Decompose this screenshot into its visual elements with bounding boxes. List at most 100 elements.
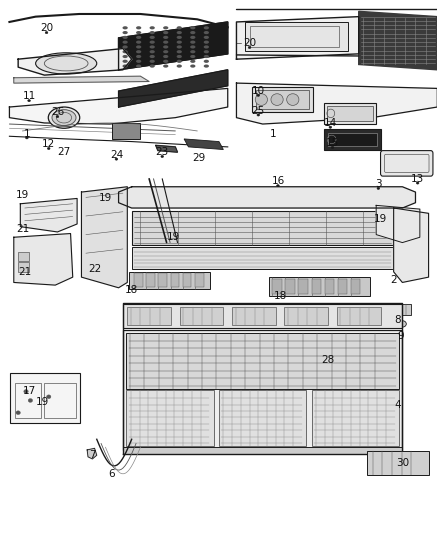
Bar: [269, 277, 370, 296]
Text: 7: 7: [89, 450, 95, 460]
Ellipse shape: [25, 137, 28, 139]
Text: 27: 27: [57, 147, 71, 157]
Bar: [180, 307, 223, 325]
Ellipse shape: [204, 55, 209, 58]
Text: 23: 23: [155, 147, 169, 157]
Bar: [351, 279, 360, 294]
Polygon shape: [81, 187, 127, 288]
Ellipse shape: [177, 36, 182, 39]
Ellipse shape: [255, 94, 268, 106]
Bar: [250, 26, 339, 47]
Text: 12: 12: [42, 139, 55, 149]
Ellipse shape: [115, 158, 118, 160]
Bar: [285, 307, 328, 325]
Ellipse shape: [329, 126, 332, 128]
Text: 18: 18: [273, 290, 287, 301]
Ellipse shape: [136, 64, 141, 68]
Bar: [327, 106, 373, 121]
Text: 10: 10: [252, 86, 265, 96]
Text: 9: 9: [397, 330, 403, 341]
Bar: [183, 273, 191, 287]
Bar: [252, 87, 313, 112]
Ellipse shape: [161, 156, 163, 158]
Text: 20: 20: [243, 38, 256, 48]
Bar: [14, 383, 41, 418]
Ellipse shape: [150, 60, 155, 63]
FancyBboxPatch shape: [381, 151, 433, 176]
Ellipse shape: [190, 45, 195, 49]
Ellipse shape: [136, 41, 141, 44]
Bar: [286, 279, 295, 294]
Ellipse shape: [52, 110, 76, 126]
Text: 11: 11: [22, 91, 36, 101]
Bar: [328, 133, 377, 147]
Ellipse shape: [177, 26, 182, 29]
Text: 21: 21: [18, 267, 32, 277]
Ellipse shape: [163, 50, 168, 53]
Polygon shape: [20, 198, 77, 232]
Ellipse shape: [177, 45, 182, 49]
Text: 26: 26: [51, 107, 64, 117]
Ellipse shape: [331, 147, 334, 149]
Ellipse shape: [177, 64, 182, 68]
Ellipse shape: [271, 94, 283, 106]
Ellipse shape: [204, 36, 209, 39]
Ellipse shape: [257, 94, 260, 96]
Ellipse shape: [136, 55, 141, 58]
Ellipse shape: [150, 45, 155, 49]
Ellipse shape: [136, 31, 141, 34]
Ellipse shape: [123, 60, 128, 63]
Ellipse shape: [163, 31, 168, 34]
Polygon shape: [184, 139, 223, 150]
Bar: [324, 103, 376, 124]
Bar: [311, 390, 399, 446]
Bar: [123, 447, 403, 454]
Ellipse shape: [28, 399, 32, 402]
Ellipse shape: [190, 55, 195, 58]
Bar: [245, 22, 348, 51]
Ellipse shape: [123, 31, 128, 34]
Text: 28: 28: [321, 354, 335, 365]
Text: 17: 17: [22, 386, 36, 397]
Ellipse shape: [190, 26, 195, 29]
Bar: [18, 262, 29, 272]
Text: 13: 13: [411, 174, 424, 184]
Polygon shape: [14, 76, 149, 83]
Text: 3: 3: [375, 179, 381, 189]
Text: 22: 22: [88, 264, 101, 274]
Ellipse shape: [150, 31, 155, 34]
Ellipse shape: [190, 36, 195, 39]
Bar: [232, 307, 276, 325]
Bar: [311, 279, 321, 294]
Ellipse shape: [47, 148, 50, 150]
Text: 15: 15: [326, 138, 339, 148]
Bar: [387, 304, 411, 316]
Ellipse shape: [28, 100, 30, 102]
Bar: [298, 279, 308, 294]
Ellipse shape: [177, 41, 182, 44]
Text: 18: 18: [125, 286, 138, 295]
Polygon shape: [119, 22, 228, 70]
Ellipse shape: [177, 50, 182, 53]
Text: 2: 2: [390, 275, 397, 285]
Text: 19: 19: [99, 193, 112, 204]
Bar: [170, 273, 179, 287]
Polygon shape: [155, 146, 177, 152]
Text: 24: 24: [110, 150, 123, 160]
Ellipse shape: [45, 31, 48, 34]
Ellipse shape: [163, 60, 168, 63]
Bar: [44, 383, 76, 418]
Ellipse shape: [123, 26, 128, 29]
Ellipse shape: [35, 53, 97, 74]
Ellipse shape: [190, 60, 195, 63]
Ellipse shape: [123, 55, 128, 58]
Polygon shape: [119, 70, 228, 107]
Bar: [367, 451, 428, 475]
Polygon shape: [394, 208, 428, 282]
Text: 19: 19: [374, 214, 387, 224]
Polygon shape: [87, 448, 97, 459]
Text: 6: 6: [109, 469, 115, 479]
Bar: [123, 330, 403, 450]
Bar: [132, 211, 394, 245]
Text: 14: 14: [324, 118, 337, 128]
